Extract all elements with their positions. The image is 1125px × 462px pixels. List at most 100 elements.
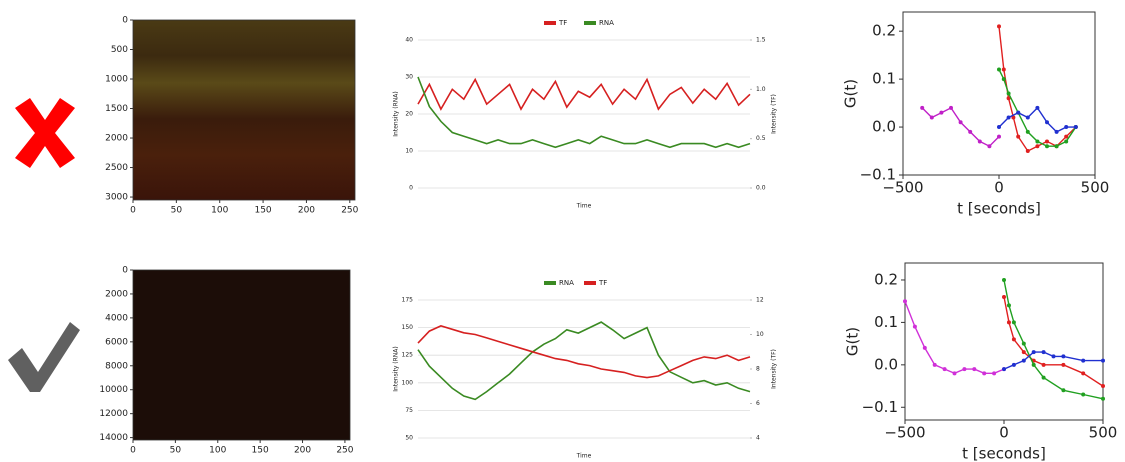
- y-tick-label: 40: [405, 37, 413, 44]
- data-point: [1012, 320, 1016, 324]
- x-tick-label: −500: [884, 424, 925, 442]
- data-point: [1002, 295, 1006, 299]
- data-point: [1101, 397, 1105, 401]
- y-tick-label: 0: [122, 16, 128, 26]
- data-point: [1032, 350, 1036, 354]
- fit-line: [1004, 280, 1103, 399]
- y2-tick-label: 12: [756, 297, 764, 304]
- fit-line: [1004, 297, 1103, 386]
- data-point: [913, 325, 917, 329]
- x-tick-label: 100: [211, 206, 228, 216]
- data-point: [903, 299, 907, 303]
- data-point: [953, 371, 957, 375]
- x-axis-label: t [seconds]: [957, 200, 1041, 218]
- y2-tick-label: 6: [756, 400, 760, 407]
- data-point: [1042, 350, 1046, 354]
- data-point: [1081, 371, 1085, 375]
- data-point: [1022, 350, 1026, 354]
- fit-line: [905, 301, 1004, 373]
- data-point: [930, 115, 934, 119]
- y-tick-label: 175: [402, 297, 414, 304]
- y-tick-label: 0.0: [872, 118, 896, 136]
- data-point: [1022, 342, 1026, 346]
- data-point: [1007, 303, 1011, 307]
- data-point: [1035, 139, 1039, 143]
- data-point: [1052, 354, 1056, 358]
- x-tick-label: 250: [336, 446, 353, 456]
- y-tick-label: −0.1: [862, 398, 898, 416]
- y2-tick-label: 4: [756, 435, 760, 442]
- legend-swatch: [544, 281, 556, 285]
- y-tick-label: 1500: [105, 104, 128, 114]
- data-point: [1026, 130, 1030, 134]
- fit-line: [999, 108, 1076, 132]
- y-tick-label: 4000: [105, 313, 128, 323]
- figure: 0501001502002500500100015002000250030000…: [0, 0, 1125, 462]
- data-point: [1026, 115, 1030, 119]
- legend-label: RNA: [599, 19, 614, 27]
- data-point: [1081, 393, 1085, 397]
- data-point: [1061, 354, 1065, 358]
- data-point: [1061, 388, 1065, 392]
- data-point: [1012, 337, 1016, 341]
- plot-frame: [905, 263, 1103, 420]
- x-tick-label: 50: [171, 206, 183, 216]
- x-tick-label: 0: [130, 446, 136, 456]
- data-point: [1045, 120, 1049, 124]
- data-point: [959, 120, 963, 124]
- data-point: [997, 135, 1001, 139]
- y-tick-label: 2500: [105, 163, 128, 173]
- x-tick-label: 150: [252, 446, 269, 456]
- x-tick-label: 0: [994, 179, 1004, 197]
- y2-axis-label: Intensity (TF): [771, 94, 778, 134]
- check-icon: [8, 322, 80, 392]
- y-tick-label: 50: [405, 435, 413, 442]
- data-point: [1042, 376, 1046, 380]
- data-point: [1012, 363, 1016, 367]
- y-tick-label: 0.2: [872, 22, 896, 40]
- y-tick-label: 20: [405, 111, 413, 118]
- data-point: [1064, 139, 1068, 143]
- y-tick-label: 6000: [105, 337, 128, 347]
- data-point: [1081, 359, 1085, 363]
- y2-tick-label: 0.5: [756, 135, 766, 142]
- y-axis-label: G(t): [844, 327, 862, 356]
- series-line: [418, 326, 750, 378]
- data-point: [997, 24, 1001, 28]
- y-tick-label: 0.2: [874, 270, 898, 288]
- y-tick-label: −0.1: [860, 166, 896, 184]
- data-point: [972, 367, 976, 371]
- data-point: [1035, 106, 1039, 110]
- data-point: [1016, 135, 1020, 139]
- data-point: [1042, 363, 1046, 367]
- y-tick-label: 0.0: [874, 355, 898, 373]
- y2-tick-label: 0.0: [756, 185, 766, 192]
- legend-swatch: [584, 281, 596, 285]
- x-tick-label: 100: [209, 446, 226, 456]
- x-tick-label: 500: [1089, 424, 1118, 442]
- x-tick-label: 200: [294, 446, 311, 456]
- cross-icon: [15, 98, 75, 168]
- heatmap-image: [133, 20, 355, 200]
- y-tick-label: 14000: [99, 433, 128, 443]
- y-tick-label: 0: [122, 266, 128, 276]
- x-tick-label: 200: [298, 206, 315, 216]
- y-tick-label: 30: [405, 74, 413, 81]
- data-point: [1002, 77, 1006, 81]
- x-tick-label: 0: [999, 424, 1009, 442]
- data-point: [923, 346, 927, 350]
- data-point: [1016, 111, 1020, 115]
- y2-tick-label: 10: [756, 331, 764, 338]
- data-point: [992, 371, 996, 375]
- data-point: [1022, 359, 1026, 363]
- data-point: [1007, 320, 1011, 324]
- data-point: [1101, 384, 1105, 388]
- data-point: [1032, 363, 1036, 367]
- data-point: [1007, 92, 1011, 96]
- x-tick-label: 0: [130, 206, 136, 216]
- data-point: [997, 125, 1001, 129]
- data-point: [1002, 367, 1006, 371]
- legend-label: TF: [598, 279, 607, 287]
- legend-swatch: [584, 21, 596, 25]
- y-tick-label: 3000: [105, 193, 128, 203]
